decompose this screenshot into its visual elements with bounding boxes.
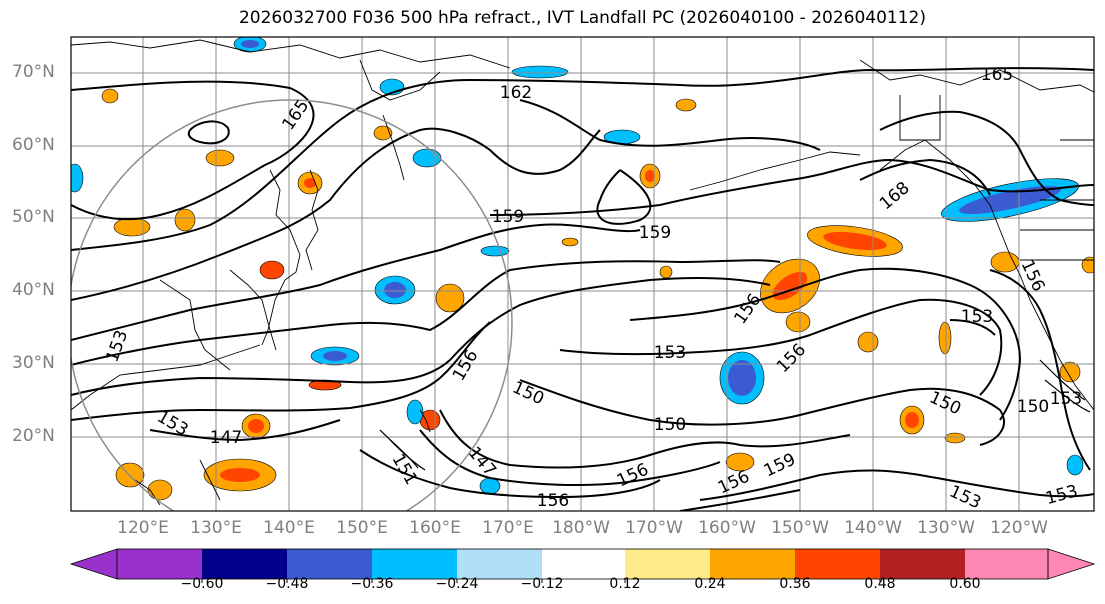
lon-label: 170°E (482, 518, 534, 538)
colorbar-swatch (457, 549, 542, 579)
contour-label: 150 (654, 415, 686, 435)
map-title: 2026032700 F036 500 hPa refract., IVT La… (238, 8, 926, 28)
contour-label: 165 (981, 65, 1013, 85)
colorbar-swatch (795, 549, 880, 579)
colorbar-tick-label: −0.12 (520, 576, 564, 592)
contour-label: 150 (1017, 397, 1049, 417)
contour-label: 153 (1050, 389, 1082, 409)
colorbar-tick-label: 0.60 (949, 576, 981, 592)
distance-circle (71, 99, 513, 511)
contour-label: 153 (654, 343, 686, 363)
geopotential-contours (71, 67, 1094, 511)
colorbar-swatch (880, 549, 965, 579)
colorbar-tick-label: 0.48 (864, 576, 896, 592)
colorbar-tick-label: −0.24 (435, 576, 479, 592)
lat-label: 60°N (12, 135, 55, 155)
colorbar-swatch (202, 549, 287, 579)
contour-label: 156 (537, 491, 569, 511)
thin-contours (379, 359, 1091, 471)
lon-label: 160°W (698, 518, 756, 538)
colorbar-swatch (542, 549, 625, 579)
contour-label: 159 (492, 207, 524, 227)
shading-layer (71, 37, 1094, 501)
lat-label: 40°N (12, 280, 55, 300)
lon-label: 120°W (990, 518, 1048, 538)
colorbar-swatch (1047, 548, 1096, 580)
lat-label: 50°N (12, 207, 55, 227)
colorbar-swatch (965, 549, 1048, 579)
lon-label: 130°E (190, 518, 242, 538)
colorbar-tick-label: −0.48 (265, 576, 309, 592)
colorbar-swatch (69, 548, 118, 580)
colorbar-tick-label: 0.12 (609, 576, 641, 592)
map-frame (70, 36, 1095, 512)
colorbar-swatch (287, 549, 372, 579)
colorbar-swatch (372, 549, 457, 579)
lon-label: 130°W (917, 518, 975, 538)
lon-label: 150°W (771, 518, 829, 538)
lon-label: 140°E (263, 518, 315, 538)
map-background (71, 37, 1094, 511)
contour-label: 153 (961, 307, 993, 327)
colorbar (69, 548, 1096, 583)
colorbar-swatch (117, 549, 202, 579)
coastlines (71, 39, 1094, 506)
lon-label: 160°E (409, 518, 461, 538)
lon-label: 150°E (336, 518, 388, 538)
lat-label: 30°N (12, 353, 55, 373)
colorbar-swatch (710, 549, 795, 579)
colorbar-tick-label: −0.60 (180, 576, 224, 592)
lon-label: 180°W (552, 518, 610, 538)
colorbar-swatch (625, 549, 710, 579)
lon-label: 170°W (625, 518, 683, 538)
contour-label: 147 (210, 428, 242, 448)
lon-label: 120°E (117, 518, 169, 538)
lat-label: 20°N (12, 426, 55, 446)
lon-label: 140°W (844, 518, 902, 538)
contour-label: 159 (639, 223, 671, 243)
colorbar-tick-label: −0.36 (350, 576, 394, 592)
contour-label: 162 (500, 83, 532, 103)
colorbar-tick-label: 0.36 (779, 576, 811, 592)
colorbar-tick-label: 0.24 (694, 576, 726, 592)
lat-label: 70°N (12, 62, 55, 82)
